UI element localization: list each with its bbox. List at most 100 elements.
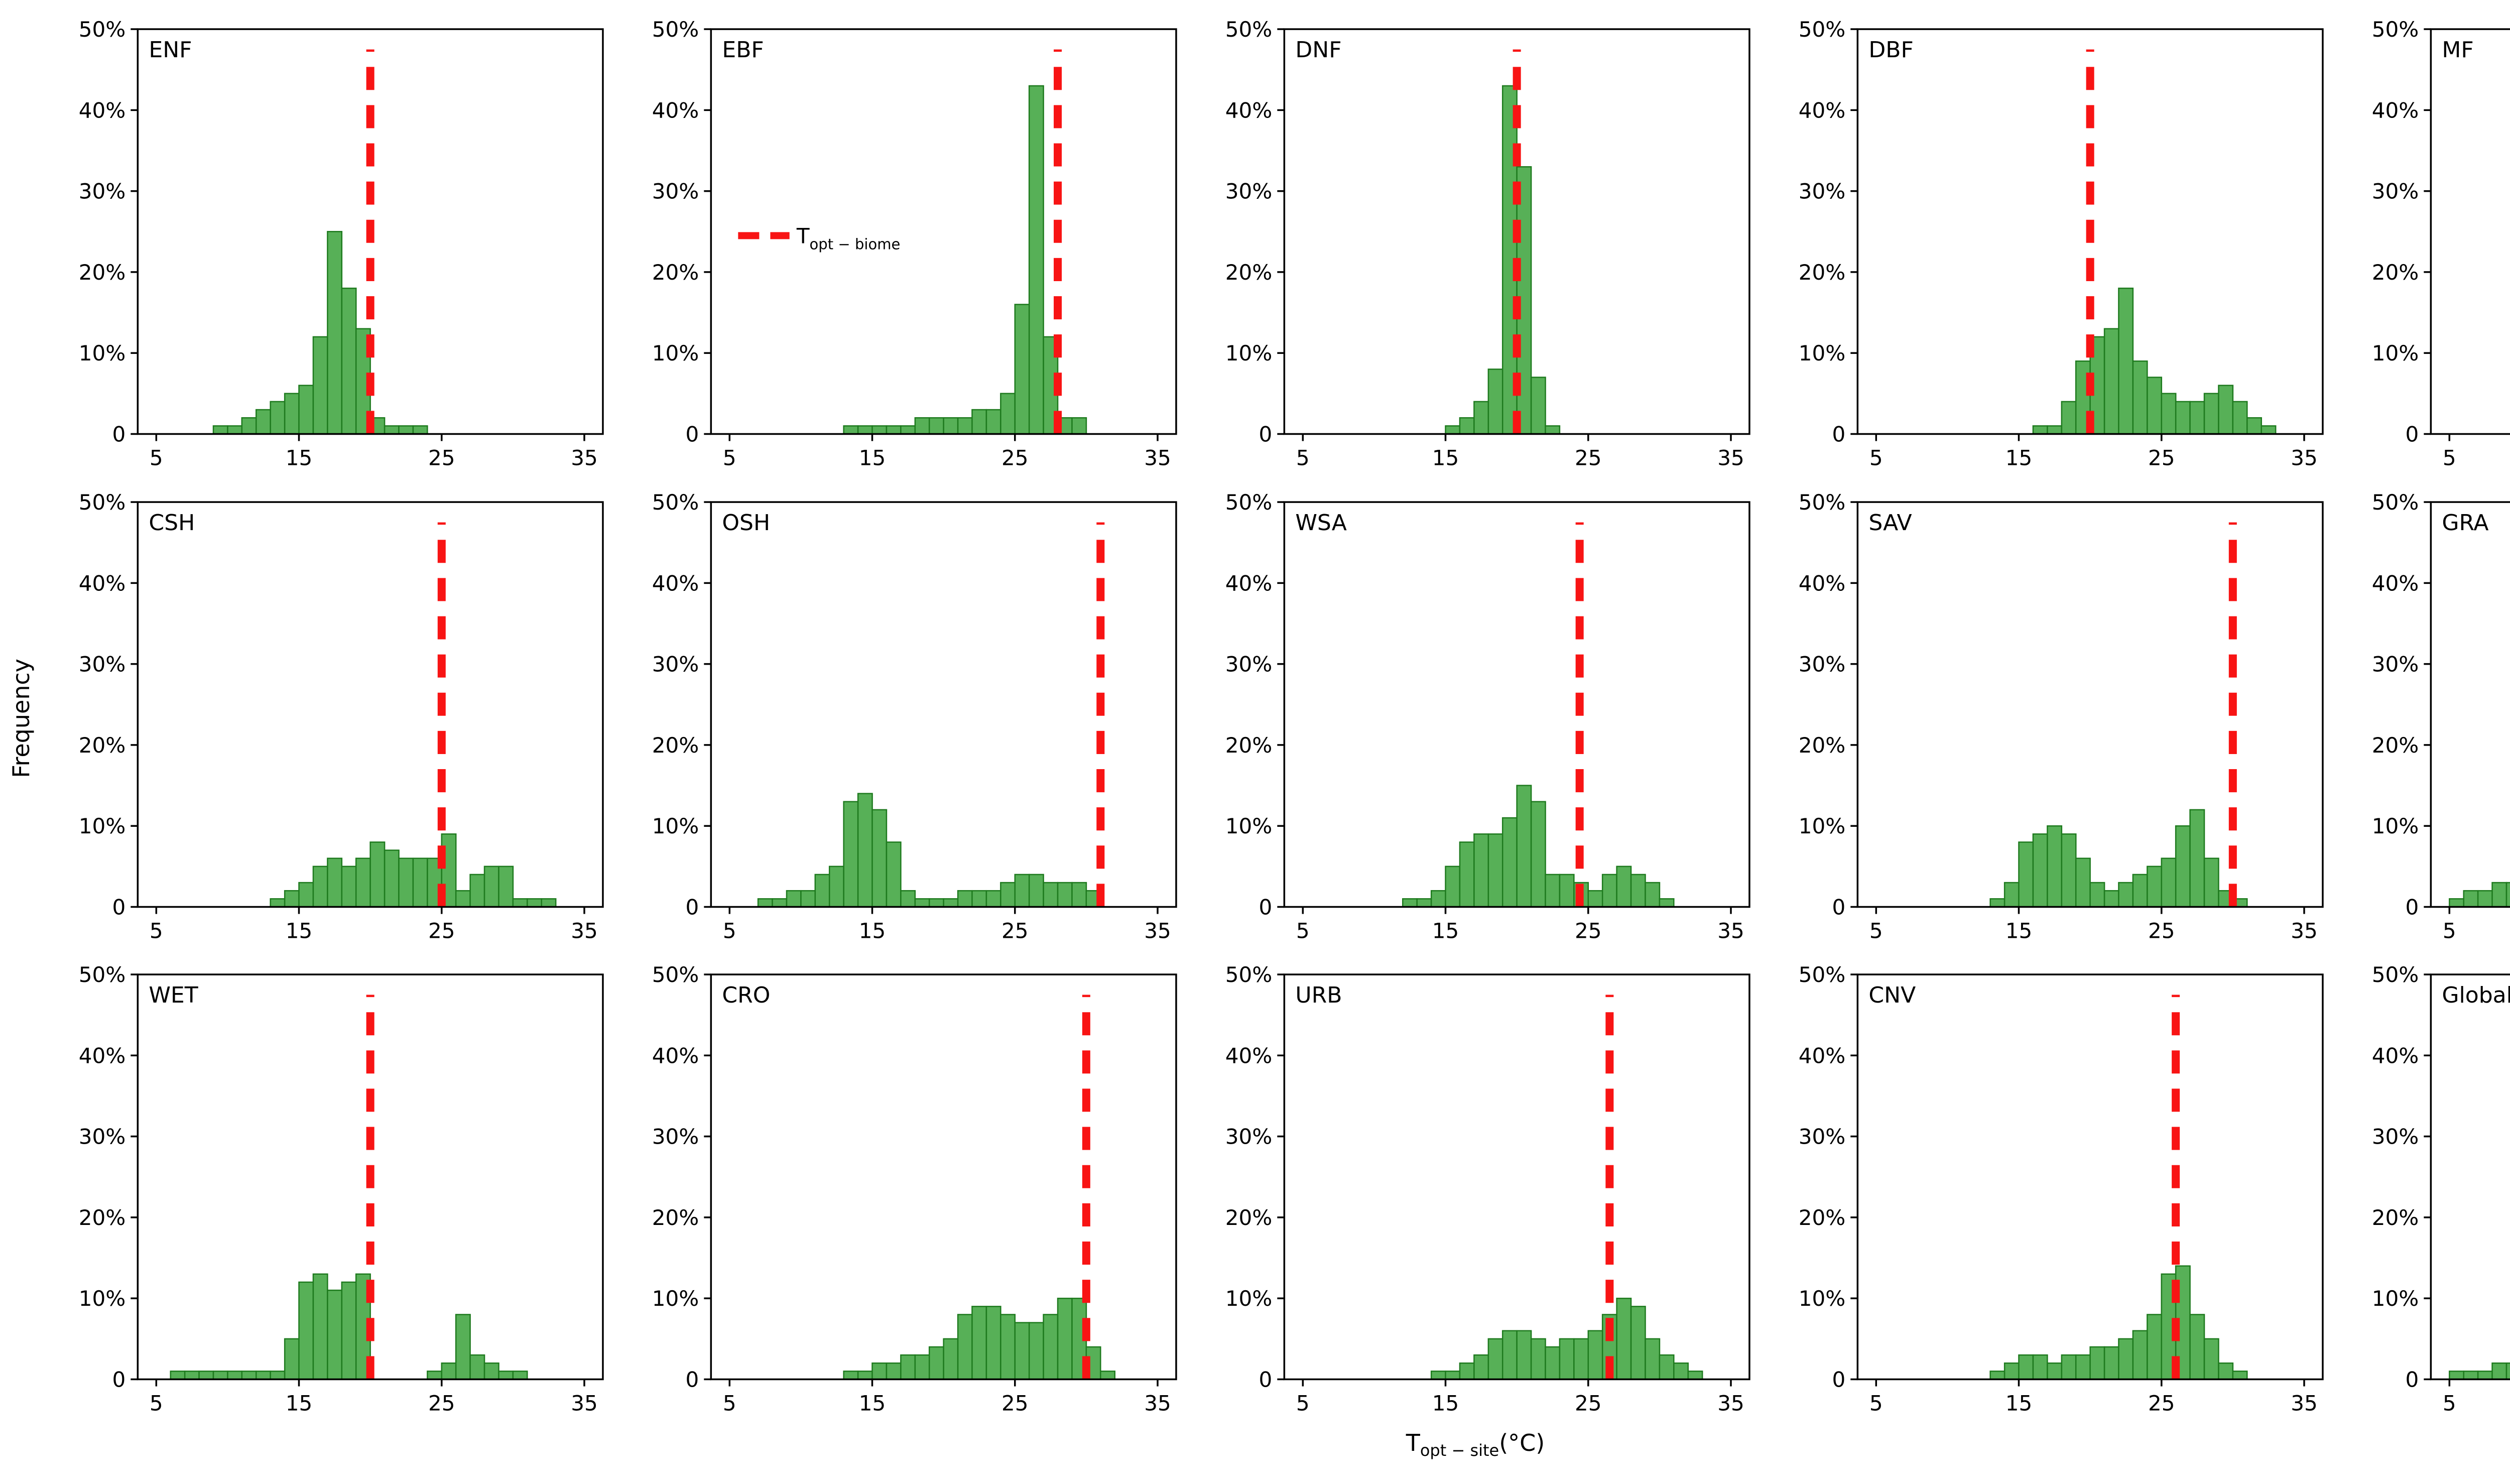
x-tick-label: 5 <box>1869 1391 1883 1416</box>
y-tick-label: 30% <box>79 1125 126 1149</box>
histogram-bar <box>455 1314 471 1381</box>
histogram-bar <box>1630 1306 1646 1381</box>
panel-label: WET <box>149 982 198 1008</box>
y-tick-label: 20% <box>1799 260 1846 285</box>
y-tick-label: 0 <box>686 1368 699 1392</box>
histogram-bar <box>384 425 400 435</box>
histogram-bar <box>198 1371 214 1381</box>
histogram-bar <box>1000 393 1016 435</box>
x-tick-label: 25 <box>2148 446 2175 470</box>
x-tick-label: 35 <box>1144 918 1171 943</box>
histogram-bar <box>284 890 300 908</box>
y-tick-label: 0 <box>112 422 126 447</box>
x-tick-label: 15 <box>859 918 886 943</box>
y-tick-label: 40% <box>1799 1044 1846 1068</box>
histogram-bar <box>914 1354 930 1381</box>
histogram-bar <box>1445 425 1461 435</box>
panel-svg-EBF: Topt − biome 0 10% 20% 30% 40% 50% 5 15 25 35 EBF <box>652 17 1177 470</box>
histogram-bar <box>412 425 428 435</box>
histogram-bar <box>928 898 944 908</box>
histogram-bar <box>1430 890 1446 908</box>
histogram-bar <box>985 1306 1001 1381</box>
x-tick-label: 35 <box>2291 1391 2318 1416</box>
histogram-bar <box>1100 1371 1115 1381</box>
panel-EBF: Topt − biome 0 10% 20% 30% 40% 50% 5 15 25 35 EBF <box>615 9 1189 482</box>
histogram-bar <box>857 793 873 908</box>
histogram-bar <box>1645 1338 1661 1381</box>
x-tick-label: 15 <box>859 446 886 470</box>
y-tick-label: 20% <box>1225 733 1273 758</box>
histogram-bar <box>2261 425 2277 435</box>
axes-frame <box>710 501 1177 908</box>
x-tick-label: 15 <box>2005 918 2033 943</box>
histogram-bar <box>2175 825 2191 908</box>
histogram-bar <box>914 417 930 435</box>
y-tick-label: 10% <box>1225 341 1273 365</box>
y-tick-label: 40% <box>79 1044 126 1068</box>
y-tick-label: 40% <box>1225 1044 1273 1068</box>
panel-svg-WSA: 0 10% 20% 30% 40% 50% 5 15 25 35 WSA <box>1225 490 1750 943</box>
histogram-bar <box>971 409 987 435</box>
panel-svg-DNF: 0 10% 20% 30% 40% 50% 5 15 25 35 DNF <box>1225 17 1750 470</box>
histogram-bar <box>398 425 414 435</box>
axes-frame <box>1283 501 1750 908</box>
histogram-bar <box>1487 1338 1503 1381</box>
panel-label: Global <box>2442 982 2510 1008</box>
x-tick-label: 5 <box>150 1391 163 1416</box>
histogram-bar <box>2147 377 2163 435</box>
x-tick-label: 5 <box>1296 1391 1310 1416</box>
y-tick-label: 30% <box>2372 652 2419 676</box>
histogram-bar <box>298 385 314 435</box>
y-tick-label: 50% <box>1799 962 1846 987</box>
y-tick-label: 10% <box>1799 341 1846 365</box>
histogram-bar <box>1000 882 1016 908</box>
panel-svg-CSH: 0 10% 20% 30% 40% 50% 5 15 25 35 CSH <box>79 490 604 943</box>
y-tick-label: 50% <box>1225 962 1273 987</box>
y-tick-label: 20% <box>652 733 699 758</box>
panel-WSA: 0 10% 20% 30% 40% 50% 5 15 25 35 WSA <box>1189 482 1762 955</box>
histogram-bar <box>2505 1363 2510 1381</box>
y-tick-label: 50% <box>2372 17 2419 42</box>
y-tick-label: 50% <box>79 962 126 987</box>
histogram-bar <box>398 857 414 908</box>
histogram-bar <box>2018 841 2034 908</box>
histogram-bar <box>512 1371 528 1381</box>
histogram-bar <box>483 865 499 908</box>
histogram-bar <box>455 890 471 908</box>
histogram-bar <box>2089 882 2105 908</box>
histogram-bar <box>369 841 386 908</box>
y-tick-label: 50% <box>1225 490 1273 515</box>
y-tick-label: 50% <box>79 17 126 42</box>
panel-label: CSH <box>149 510 195 536</box>
panel-svg-Global: 010%20%30%40%50%5152535Global <box>2372 962 2510 1416</box>
histogram-bar <box>1516 1330 1532 1381</box>
y-tick-label: 10% <box>2372 341 2419 365</box>
histogram-bar <box>828 865 844 908</box>
x-tick-label: 35 <box>1717 918 1744 943</box>
histogram-bar <box>2463 1371 2479 1381</box>
histogram-bar <box>2189 401 2205 435</box>
histogram-bar <box>469 874 485 908</box>
y-tick-label: 0 <box>2406 1368 2419 1392</box>
histogram-bar <box>2118 1338 2134 1381</box>
histogram-bar <box>2089 1346 2105 1381</box>
histogram-bar <box>241 1371 257 1381</box>
legend: Topt − biome <box>738 223 900 253</box>
histogram-bar <box>327 231 343 435</box>
histogram-bar <box>298 882 314 908</box>
x-tick-label: 15 <box>286 446 313 470</box>
panel-CSH: 0 10% 20% 30% 40% 50% 5 15 25 35 CSH <box>42 482 615 955</box>
x-tick-label: 5 <box>723 1391 736 1416</box>
histogram-bar <box>943 417 959 435</box>
panel-label: EBF <box>722 37 764 63</box>
x-tick-label: 15 <box>859 1391 886 1416</box>
histogram-bar <box>2032 1354 2048 1381</box>
x-tick-label: 5 <box>150 918 163 943</box>
histogram-bar <box>971 1306 987 1381</box>
histogram-bar <box>1989 1371 2005 1381</box>
y-tick-label: 30% <box>1225 179 1273 204</box>
y-tick-label: 40% <box>652 98 699 122</box>
y-tick-label: 0 <box>1259 1368 1273 1392</box>
panel-svg-GRA: 010%20%30%40%50%5152535GRA <box>2372 490 2510 943</box>
histogram-bar <box>498 1371 514 1381</box>
